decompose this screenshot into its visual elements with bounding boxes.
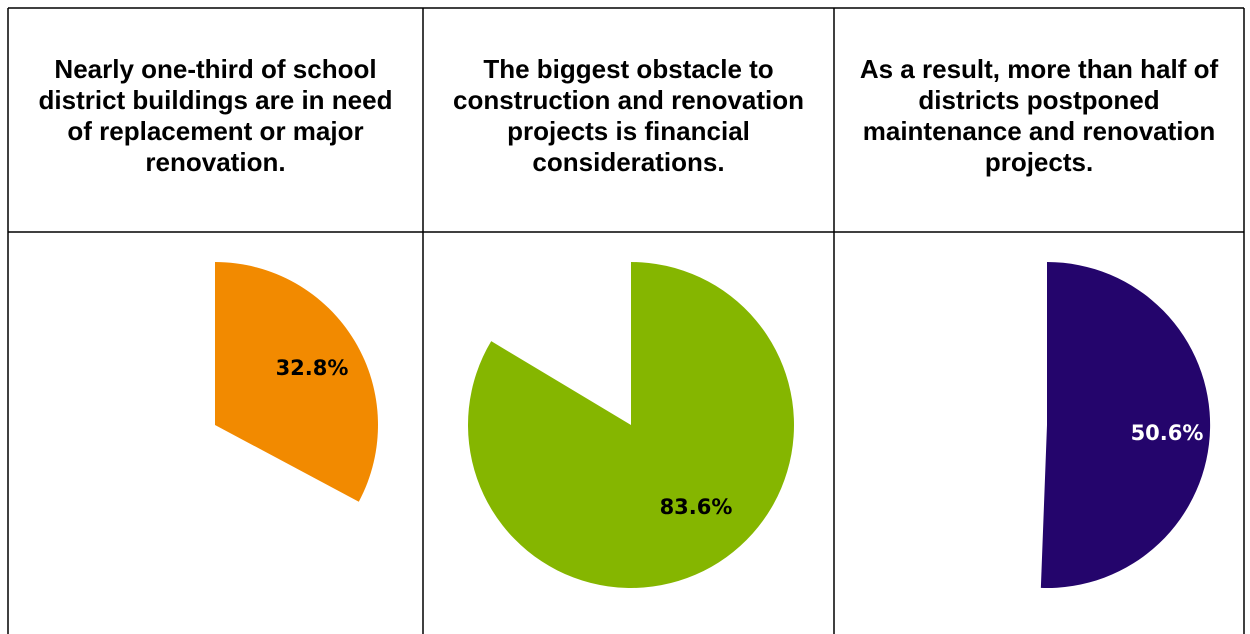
- header-cell-2: The biggest obstacle to construction and…: [424, 0, 833, 232]
- header-cell-1: Nearly one-third of school district buil…: [9, 0, 422, 232]
- slice-label-2-1: 83.6%: [660, 495, 733, 519]
- pie-slice-2-1: [467, 262, 794, 589]
- pie-chart-2: 83.6%: [467, 262, 794, 589]
- pie-slice-3-1: [1040, 261, 1211, 588]
- header-cell-3: As a result, more than half of districts…: [835, 0, 1243, 232]
- pie-chart-3: 50.6%: [1040, 261, 1211, 588]
- pie-chart-1: 32.8%: [215, 262, 378, 502]
- header-text-2: The biggest obstacle to construction and…: [452, 54, 805, 177]
- pie-slice-1-1: [215, 262, 378, 502]
- slice-label-3-1: 50.6%: [1131, 421, 1204, 445]
- header-text-3: As a result, more than half of districts…: [859, 54, 1219, 177]
- slice-label-1-1: 32.8%: [276, 356, 349, 380]
- header-text-1: Nearly one-third of school district buil…: [38, 54, 393, 177]
